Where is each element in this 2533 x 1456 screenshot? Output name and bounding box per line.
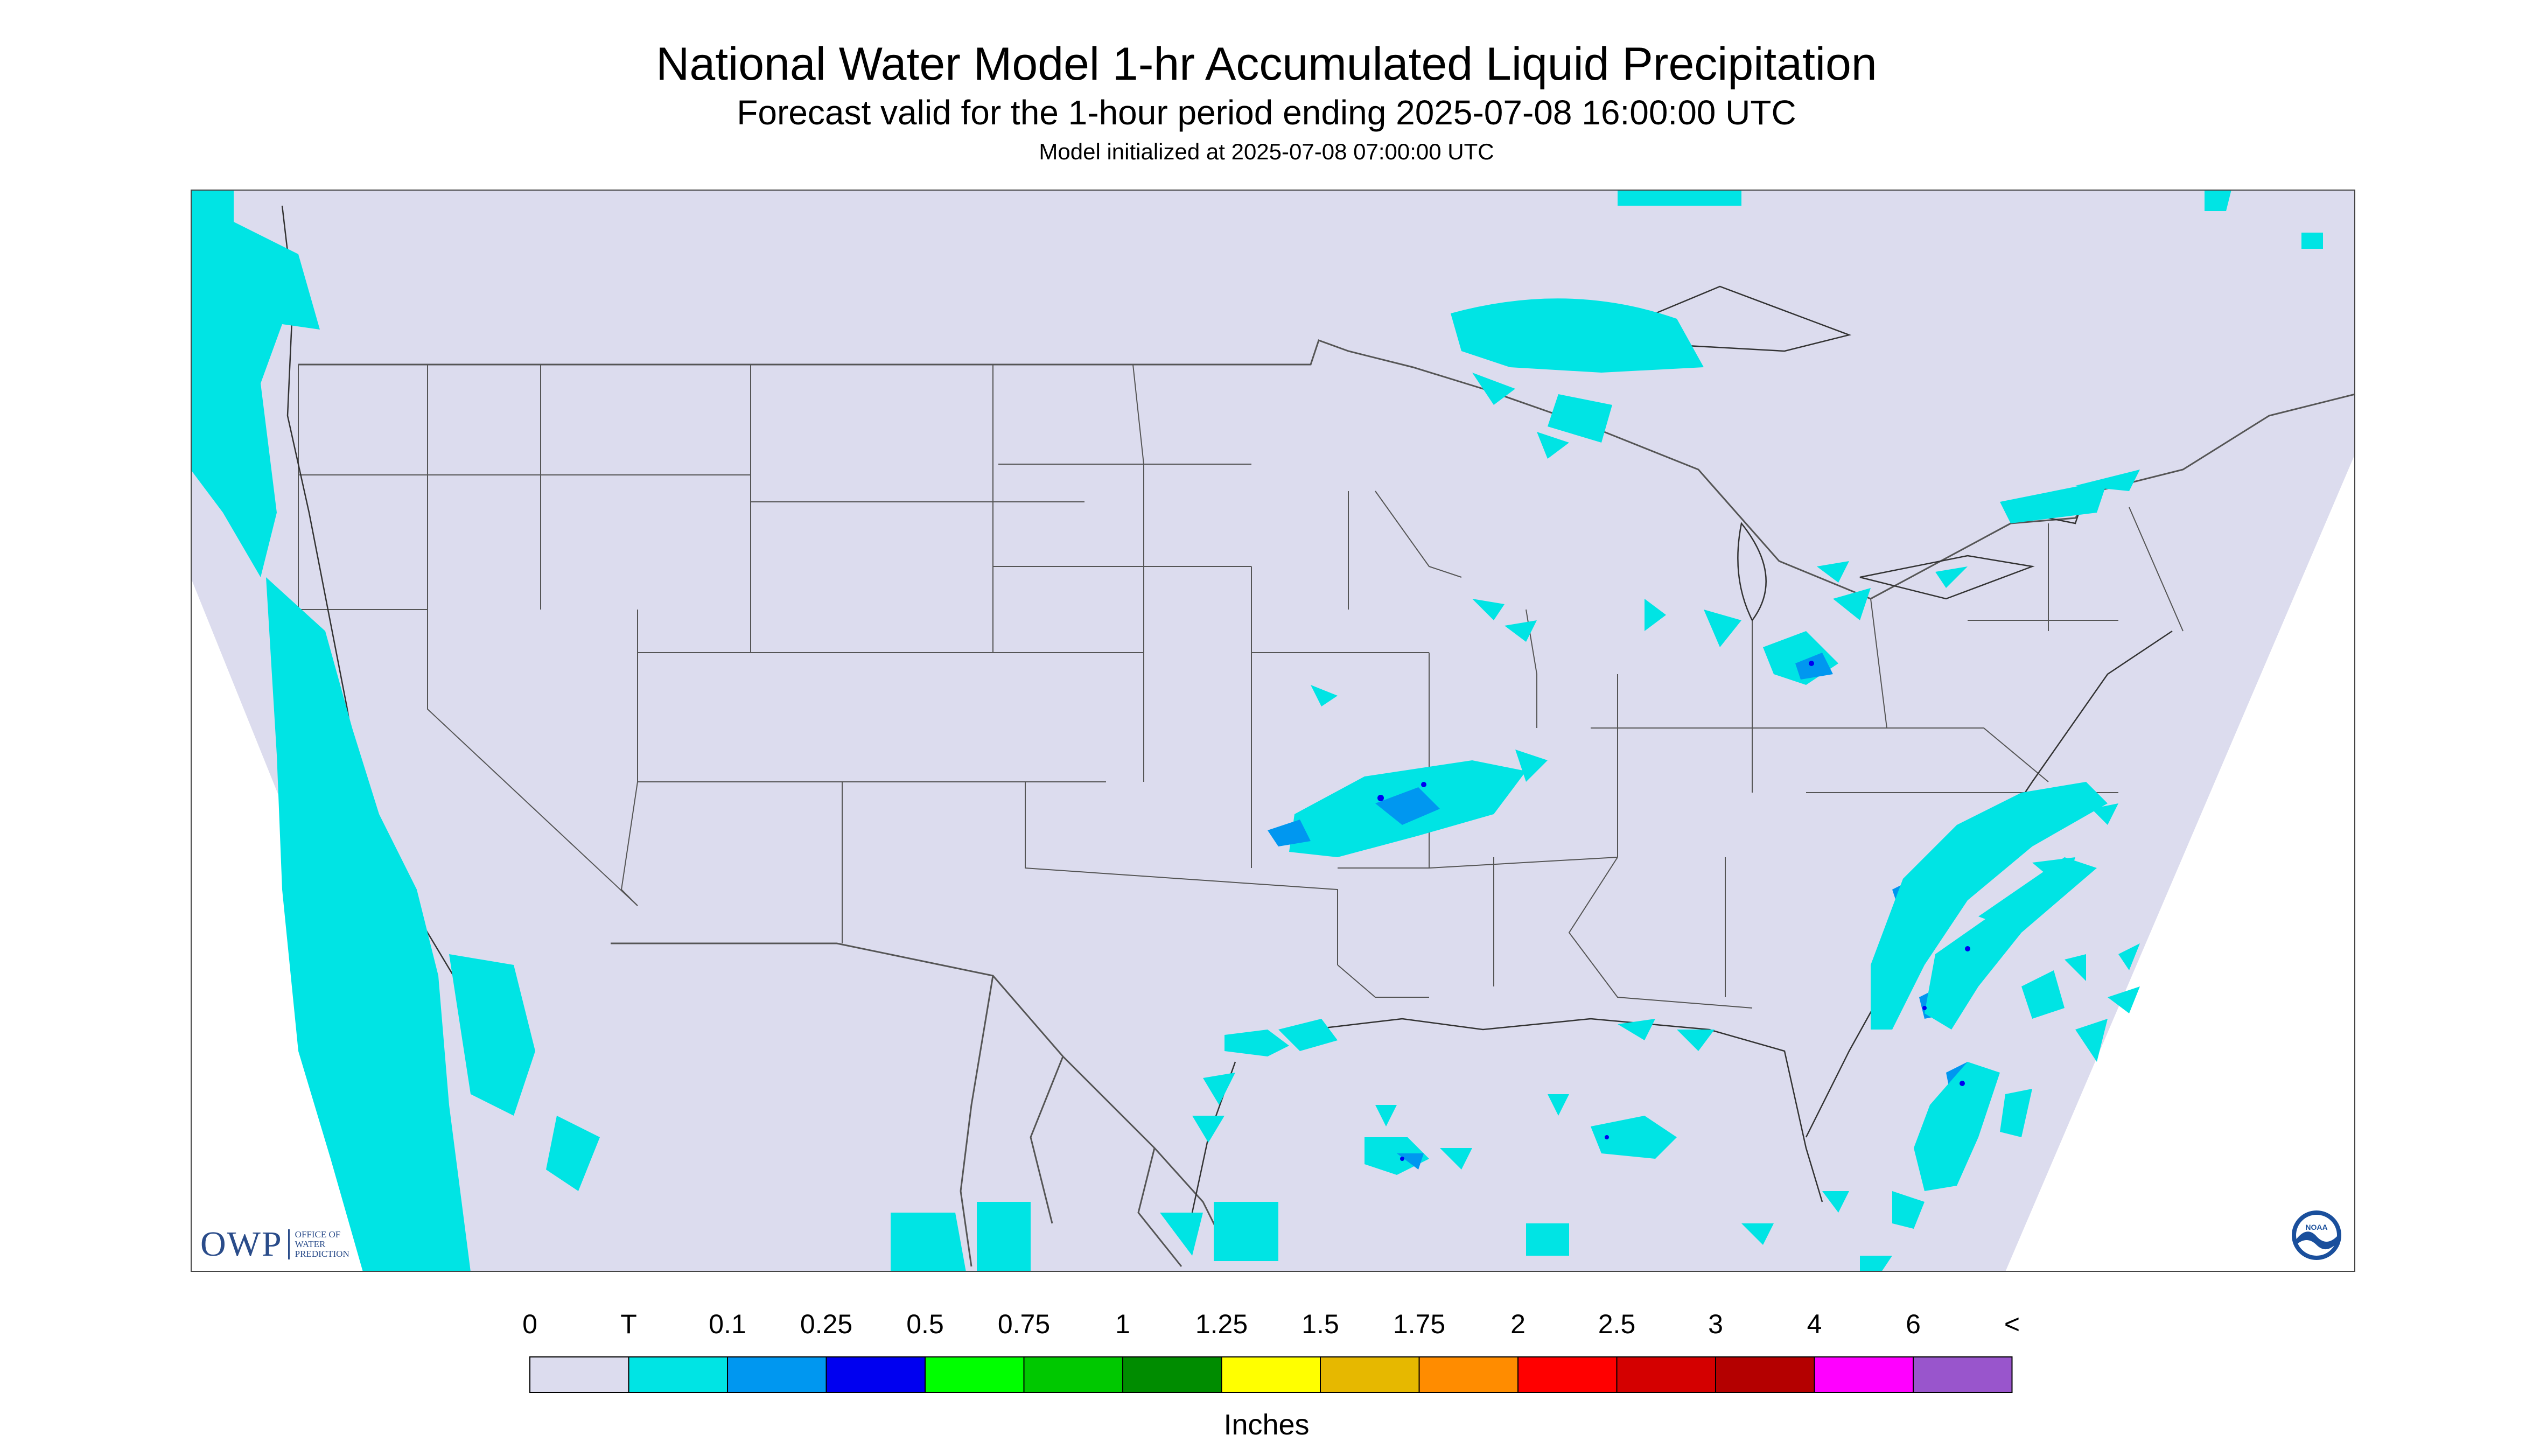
- legend-tick-label: 0.25: [800, 1309, 853, 1339]
- legend-tick-label: 1.75: [1393, 1309, 1446, 1339]
- legend-swatch: [925, 1356, 1025, 1393]
- precip-moderate-cores: [1377, 661, 1970, 1161]
- legend-swatch: [1418, 1356, 1519, 1393]
- owp-logo: OWP OFFICE OF WATER PREDICTION: [200, 1224, 349, 1264]
- legend-swatch: [1320, 1356, 1420, 1393]
- owp-logo-letters: OWP: [200, 1224, 283, 1264]
- precip-trace: [191, 190, 2323, 1272]
- legend-swatch: [1023, 1356, 1123, 1393]
- legend-swatch: [825, 1356, 926, 1393]
- legend-swatch: [1221, 1356, 1321, 1393]
- legend-tick-label: 2: [1510, 1309, 1526, 1339]
- map-background: [191, 190, 2355, 1272]
- owp-logo-words: OFFICE OF WATER PREDICTION: [295, 1230, 349, 1259]
- legend-swatch: [727, 1356, 827, 1393]
- legend-tick-label: 3: [1708, 1309, 1723, 1339]
- legend-tick-label: 6: [1906, 1309, 1921, 1339]
- legend-tick-label: 1: [1115, 1309, 1130, 1339]
- legend-tick-label: 0.75: [997, 1309, 1051, 1339]
- legend-swatch: [1715, 1356, 1815, 1393]
- legend-tick-label: 0.1: [709, 1309, 746, 1339]
- noaa-logo-text: NOAA: [2305, 1223, 2327, 1231]
- precip-atlantic-bands: [1741, 782, 2140, 1272]
- legend-tick-label: 0: [522, 1309, 537, 1339]
- legend-tick-label: <: [2004, 1309, 2020, 1339]
- legend-tick-label: T: [620, 1309, 637, 1339]
- legend-swatch: [628, 1356, 728, 1393]
- legend-tick-label: 4: [1807, 1309, 1822, 1339]
- legend-tick-label: 2.5: [1598, 1309, 1636, 1339]
- legend-tick-label: 0.5: [906, 1309, 944, 1339]
- model-init-time: Model initialized at 2025-07-08 07:00:00…: [1039, 139, 1494, 164]
- owp-logo-word: PREDICTION: [295, 1249, 349, 1259]
- legend-swatch: [1122, 1356, 1222, 1393]
- legend-swatch: [1913, 1356, 2013, 1393]
- noaa-logo: NOAA: [2292, 1210, 2341, 1260]
- map-title: National Water Model 1-hr Accumulated Li…: [656, 38, 1877, 90]
- legend-swatch: [1814, 1356, 1914, 1393]
- legend-swatch: [1517, 1356, 1618, 1393]
- owp-logo-divider: [288, 1229, 290, 1259]
- international-borders: [298, 339, 2355, 1267]
- map-subtitle: Forecast valid for the 1-hour period end…: [737, 93, 1796, 132]
- owp-logo-word: WATER: [295, 1239, 326, 1249]
- legend-units: Inches: [1223, 1409, 1310, 1441]
- precipitation-map: [191, 190, 2355, 1272]
- legend-tick-label: 1.25: [1195, 1309, 1248, 1339]
- legend-swatch: [1616, 1356, 1716, 1393]
- out-of-domain-right: [2005, 453, 2355, 1272]
- owp-logo-word: OFFICE OF: [295, 1229, 341, 1240]
- legend-tick-label: 1.5: [1302, 1309, 1339, 1339]
- map-frame: [191, 190, 2355, 1272]
- legend-swatch: [529, 1356, 629, 1393]
